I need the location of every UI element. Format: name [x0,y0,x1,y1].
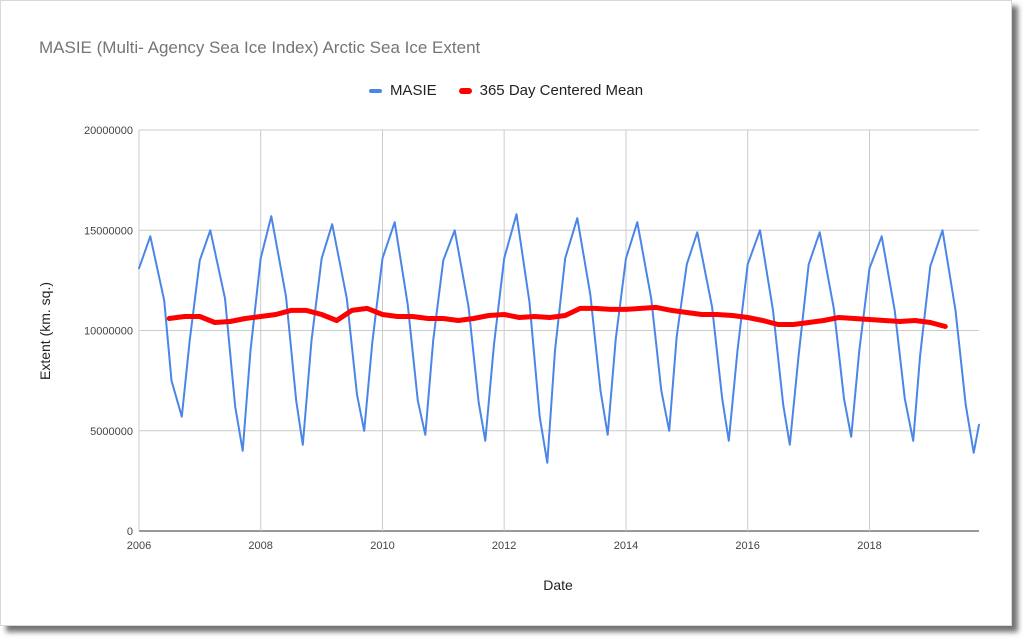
legend-item-masie[interactable]: MASIE [368,82,437,99]
x-axis-title: Date [543,577,573,593]
legend-swatch-masie [368,88,382,93]
legend-item-mean[interactable]: 365 Day Centered Mean [458,82,644,99]
x-tick-labels: 2006 2008 2010 2012 2014 2016 2018 [127,540,882,552]
y-tick-label: 10000000 [84,326,133,338]
x-tick-label: 2014 [614,540,638,552]
x-tick-label: 2008 [248,540,272,552]
chart-legend: MASIE 365 Day Centered Mean [1,82,1011,99]
series-line-mean [166,304,948,329]
series-line-masie [138,213,980,464]
x-tick-label: 2016 [735,540,759,552]
y-tick-label: 15000000 [84,225,133,237]
y-tick-label: 0 [127,526,133,538]
legend-label-masie: MASIE [389,82,437,99]
chart-title: MASIE (Multi- Agency Sea Ice Index) Arct… [39,38,481,57]
series-lines [138,213,980,464]
x-tick-label: 2012 [492,540,516,552]
y-tick-label: 20000000 [84,125,133,137]
x-tick-label: 2010 [370,540,394,552]
x-tick-label: 2018 [857,540,881,552]
grid-lines [138,129,979,532]
y-axis-title: Extent (km. sq.) [37,282,53,380]
y-tick-labels: 0 5000000 10000000 15000000 20000000 [84,125,133,538]
x-tick-label: 2006 [127,540,151,552]
y-tick-label: 5000000 [90,426,133,438]
legend-swatch-mean [458,87,472,94]
legend-label-mean: 365 Day Centered Mean [479,82,644,99]
